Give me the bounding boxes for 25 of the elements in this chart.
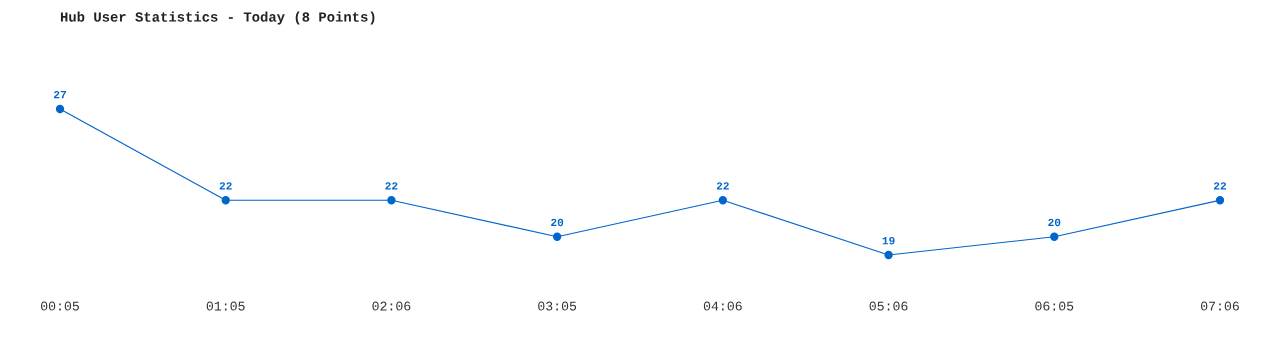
- data-label: 20: [1048, 218, 1061, 227]
- data-label: 22: [716, 182, 729, 190]
- data-label: 22: [1214, 182, 1227, 190]
- point: [1215, 196, 1225, 205]
- x-tick-label: 02:06: [372, 301, 411, 311]
- point: [55, 104, 65, 114]
- x-tick-label: 05:06: [869, 301, 908, 311]
- x-tick-label: 03:05: [538, 301, 577, 311]
- point: [221, 196, 230, 205]
- x-tick-label: 00:05: [41, 301, 79, 311]
- point: [387, 196, 396, 205]
- x-tick-label: 06:05: [1035, 301, 1074, 311]
- x-tick-label: 01:05: [206, 301, 245, 311]
- data-label: 22: [385, 182, 398, 190]
- point: [552, 232, 562, 241]
- point: [884, 250, 893, 260]
- data-label: 22: [219, 182, 232, 190]
- chart-title: Hub User Statistics - Today (8 Points): [60, 11, 375, 25]
- data-label: 19: [882, 236, 895, 245]
- data-label: 20: [551, 218, 564, 227]
- point: [718, 196, 728, 205]
- x-tick-label: 07:06: [1201, 301, 1239, 311]
- point: [1050, 232, 1059, 241]
- x-tick-label: 04:06: [703, 301, 742, 311]
- data-label: 27: [54, 90, 66, 99]
